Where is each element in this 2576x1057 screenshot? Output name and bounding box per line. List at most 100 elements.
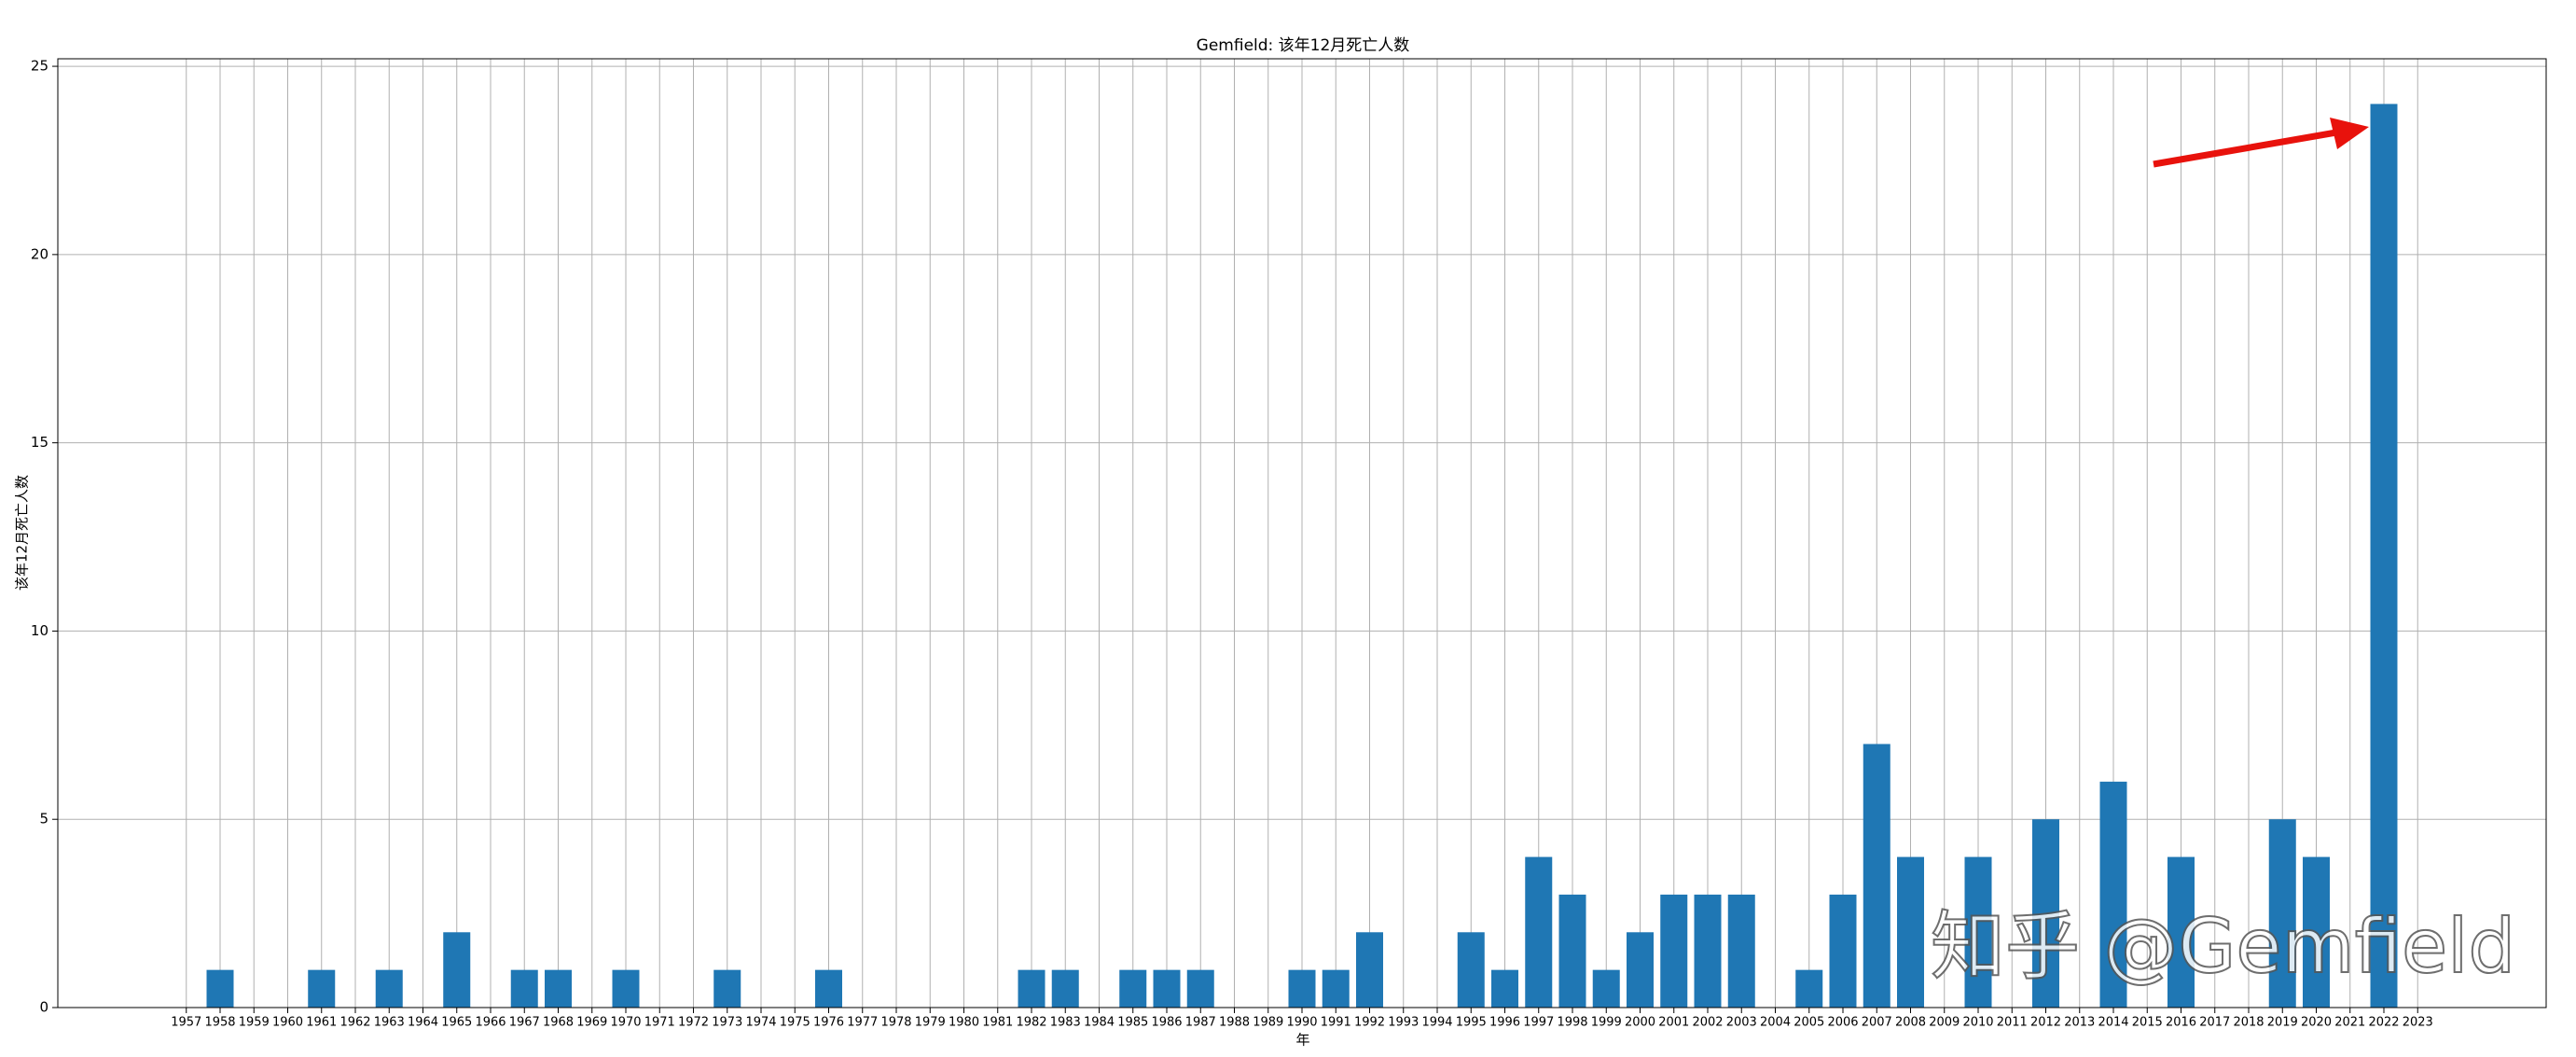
bar [713,969,741,1008]
x-tick-label: 1969 [576,1016,607,1030]
x-tick-label: 2003 [1726,1016,1757,1030]
x-tick-label: 1963 [374,1016,405,1030]
x-tick-label: 1972 [678,1016,709,1030]
bar [510,969,538,1008]
x-tick-label: 1973 [712,1016,742,1030]
x-tick-label: 1975 [780,1016,810,1030]
x-tick-label: 1983 [1050,1016,1081,1030]
x-tick-label: 2007 [1862,1016,1892,1030]
bar [1897,856,1924,1008]
bar [1660,894,1688,1008]
bar [1491,969,1518,1008]
bar [545,969,572,1008]
bar [1829,894,1857,1008]
x-tick-label: 1992 [1354,1016,1385,1030]
bar [1558,894,1586,1008]
x-tick-label: 1964 [408,1016,438,1030]
x-tick-label: 1981 [982,1016,1013,1030]
x-tick-label: 1962 [339,1016,370,1030]
x-tick-label: 1996 [1489,1016,1520,1030]
x-tick-label: 2006 [1827,1016,1858,1030]
watermark: 知乎 @Gemfield [1931,903,2515,990]
bar [2268,819,2296,1008]
x-tick-label: 2021 [2334,1016,2365,1030]
x-tick-label: 1985 [1117,1016,1148,1030]
x-tick-label: 1998 [1557,1016,1587,1030]
bar [1153,969,1181,1008]
x-tick-label: 1982 [1016,1016,1046,1030]
x-tick-label: 1970 [610,1016,641,1030]
x-tick-label: 2004 [1760,1016,1791,1030]
x-tick-label: 1987 [1185,1016,1216,1030]
x-tick-label: 1978 [880,1016,911,1030]
bar [1627,932,1654,1008]
bar [1964,856,1992,1008]
x-tick-label: 1976 [813,1016,844,1030]
x-tick-label: 1958 [204,1016,235,1030]
x-tick-label: 1974 [745,1016,776,1030]
x-tick-label: 1990 [1286,1016,1317,1030]
x-tick-label: 1971 [644,1016,675,1030]
x-tick-label: 1967 [509,1016,540,1030]
bar [1186,969,1214,1008]
bar [1018,969,1046,1008]
bar [815,969,842,1008]
bar [443,932,471,1008]
y-tick-label: 20 [31,245,48,262]
x-tick-label: 1968 [543,1016,574,1030]
x-tick-label: 1979 [915,1016,946,1030]
x-tick-label: 2002 [1692,1016,1723,1030]
x-tick-label: 1966 [475,1016,506,1030]
bar [2370,104,2398,1008]
bar [1592,969,1620,1008]
bar [2167,856,2195,1008]
x-tick-label: 1984 [1084,1016,1115,1030]
y-tick-label: 10 [31,622,48,639]
bar [1694,894,1722,1008]
x-tick-label: 1988 [1219,1016,1250,1030]
x-tick-label: 1957 [171,1016,201,1030]
x-tick-label: 2016 [2166,1016,2196,1030]
bar [1119,969,1147,1008]
x-tick-label: 2008 [1895,1016,1926,1030]
x-tick-label: 1960 [272,1016,303,1030]
x-tick-label: 1995 [1456,1016,1487,1030]
y-tick-label: 25 [31,58,48,75]
x-tick-label: 1994 [1421,1016,1452,1030]
x-tick-label: 2023 [2403,1016,2433,1030]
x-tick-label: 1993 [1388,1016,1419,1030]
bar [612,969,640,1008]
x-axis-label: 年 [1295,1032,1309,1049]
chart-title: Gemfield: 该年12月死亡人数 [1197,36,1410,55]
y-tick-label: 5 [39,811,48,828]
x-tick-label: 2010 [1962,1016,1993,1030]
bar [1795,969,1823,1008]
bar [2099,781,2127,1008]
x-tick-label: 2013 [2064,1016,2095,1030]
bar [1457,932,1485,1008]
x-tick-label: 2001 [1658,1016,1689,1030]
y-tick-label: 15 [31,434,48,451]
x-tick-label: 2014 [2098,1016,2128,1030]
x-tick-label: 1999 [1591,1016,1622,1030]
y-axis-label: 该年12月死亡人数 [14,475,31,591]
x-tick-label: 1980 [949,1016,979,1030]
x-tick-label: 1991 [1321,1016,1351,1030]
plot-frame [57,58,2547,1008]
x-tick-label: 2000 [1625,1016,1655,1030]
annotation-arrow [2153,118,2369,168]
x-tick-label: 2020 [2301,1016,2332,1030]
x-tick-label: 2018 [2233,1016,2264,1030]
x-tick-label: 2011 [1997,1016,2028,1030]
x-tick-label: 1959 [239,1016,270,1030]
x-tick-label: 1961 [306,1016,337,1030]
x-tick-label: 1965 [441,1016,472,1030]
x-tick-label: 2005 [1794,1016,1824,1030]
x-tick-label: 2017 [2199,1016,2230,1030]
bar [308,969,336,1008]
x-tick-label: 2015 [2132,1016,2163,1030]
x-tick-label: 2009 [1929,1016,1960,1030]
bar [1727,894,1755,1008]
